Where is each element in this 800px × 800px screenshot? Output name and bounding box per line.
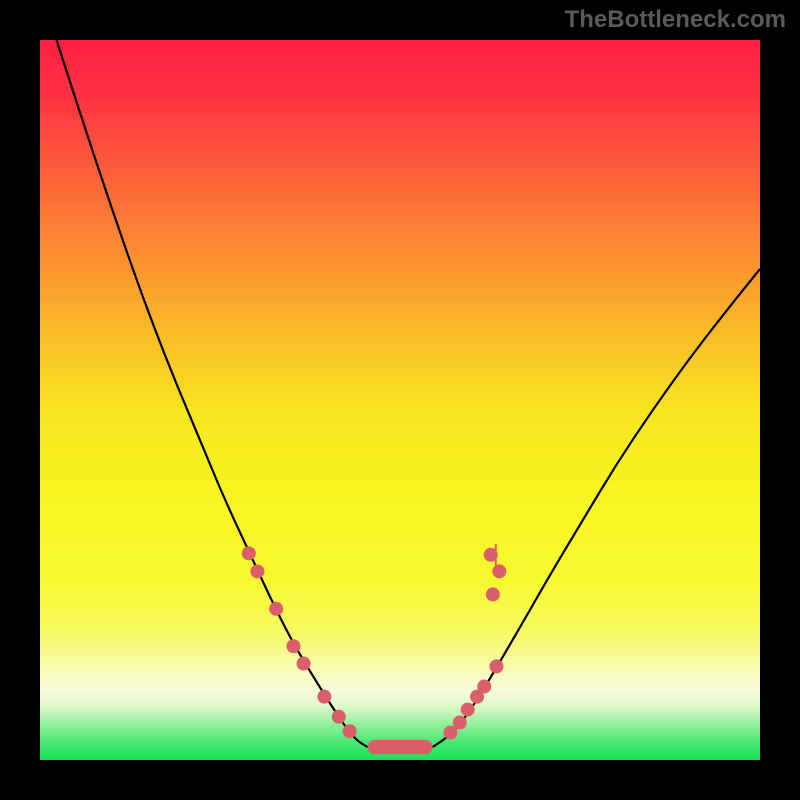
curve-right	[432, 269, 760, 747]
watermark-text: TheBottleneck.com	[565, 6, 786, 34]
data-marker	[269, 602, 283, 616]
data-marker	[489, 659, 503, 673]
data-marker	[332, 710, 346, 724]
data-marker	[461, 703, 475, 717]
bottom-bar	[368, 740, 433, 754]
data-marker	[317, 690, 331, 704]
data-marker	[297, 657, 311, 671]
markers-right-cluster	[443, 548, 506, 740]
curve-left	[57, 40, 368, 747]
data-marker	[286, 639, 300, 653]
data-marker	[343, 724, 357, 738]
plot-area	[40, 40, 760, 760]
data-marker	[242, 546, 256, 560]
data-marker	[453, 716, 467, 730]
data-marker	[250, 564, 264, 578]
markers-left-cluster	[242, 546, 357, 738]
data-marker	[492, 564, 506, 578]
data-marker	[470, 690, 484, 704]
data-marker	[486, 587, 500, 601]
chart-svg	[40, 40, 760, 760]
